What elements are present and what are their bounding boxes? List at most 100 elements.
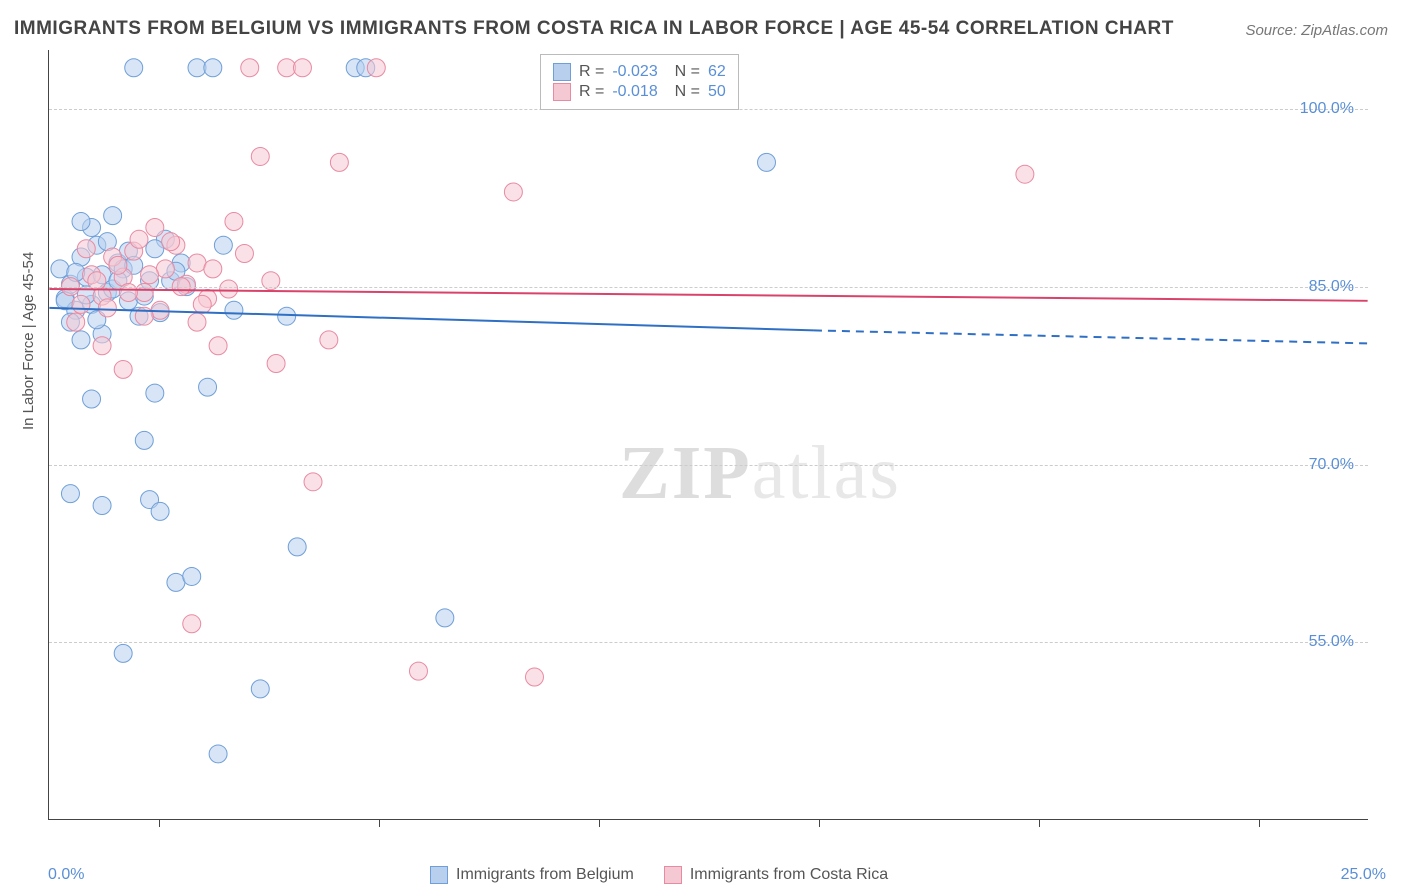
plot-area: ZIPatlas 55.0%70.0%85.0%100.0% (48, 50, 1368, 820)
scatter-point (267, 355, 285, 373)
x-tick (379, 819, 380, 827)
scatter-point (188, 59, 206, 77)
scatter-point (193, 295, 211, 313)
scatter-point (293, 59, 311, 77)
scatter-point (141, 491, 159, 509)
scatter-point (167, 573, 185, 591)
scatter-point (188, 254, 206, 272)
scatter-point (51, 260, 69, 278)
gridline-h (49, 642, 1368, 643)
scatter-point (72, 295, 90, 313)
legend-label-0: Immigrants from Belgium (456, 866, 634, 884)
scatter-point (93, 496, 111, 514)
scatter-point (104, 248, 122, 266)
scatter-point (135, 287, 153, 305)
scatter-point (188, 313, 206, 331)
scatter-point (357, 59, 375, 77)
scatter-point (93, 266, 111, 284)
scatter-point (367, 59, 385, 77)
x-tick (1039, 819, 1040, 827)
scatter-point (436, 609, 454, 627)
scatter-point (72, 331, 90, 349)
scatter-point (330, 153, 348, 171)
legend-n-value-0: 62 (708, 63, 726, 81)
scatter-point (83, 266, 101, 284)
scatter-point (156, 260, 174, 278)
legend-swatch-belgium (430, 866, 448, 884)
scatter-point (162, 233, 180, 251)
legend-r-text: R = (579, 83, 604, 101)
scatter-point (61, 313, 79, 331)
scatter-point (130, 230, 148, 248)
x-tick (1259, 819, 1260, 827)
legend-item-belgium: Immigrants from Belgium (430, 866, 634, 884)
scatter-point (1016, 165, 1034, 183)
scatter-point (146, 218, 164, 236)
scatter-point (77, 268, 95, 286)
trend-line-dashed (814, 330, 1368, 343)
legend-r-value-0: -0.023 (612, 63, 657, 81)
scatter-point (67, 301, 85, 319)
chart-svg (49, 50, 1368, 819)
scatter-point (104, 280, 122, 298)
scatter-point (109, 256, 127, 274)
scatter-point (204, 59, 222, 77)
correlation-legend: R = -0.023 N = 62 R = -0.018 N = 50 (540, 54, 739, 110)
swatch-belgium (553, 63, 571, 81)
trend-line-solid (49, 289, 1367, 301)
scatter-point (304, 473, 322, 491)
scatter-point (141, 266, 159, 284)
scatter-point (67, 313, 85, 331)
scatter-point (104, 207, 122, 225)
source-attribution: Source: ZipAtlas.com (1245, 22, 1388, 39)
scatter-point (151, 502, 169, 520)
scatter-point (167, 236, 185, 254)
scatter-point (77, 240, 95, 258)
scatter-point (183, 615, 201, 633)
scatter-point (251, 147, 269, 165)
scatter-point (88, 311, 106, 329)
legend-n-text: N = (666, 83, 700, 101)
scatter-point (346, 59, 364, 77)
scatter-point (504, 183, 522, 201)
scatter-point (320, 331, 338, 349)
legend-r-value-1: -0.018 (612, 83, 657, 101)
scatter-point (214, 236, 232, 254)
watermark-bold: ZIP (619, 431, 752, 515)
legend-n-text: N = (666, 63, 700, 81)
legend-n-value-1: 50 (708, 83, 726, 101)
scatter-point (83, 218, 101, 236)
legend-r-text: R = (579, 63, 604, 81)
scatter-point (125, 256, 143, 274)
legend-item-costarica: Immigrants from Costa Rica (664, 866, 888, 884)
scatter-point (241, 59, 259, 77)
legend-swatch-costarica (664, 866, 682, 884)
scatter-point (199, 289, 217, 307)
scatter-point (220, 280, 238, 298)
y-axis-label: In Labor Force | Age 45-54 (20, 252, 37, 430)
scatter-point (67, 263, 85, 281)
scatter-point (72, 248, 90, 266)
legend-label-1: Immigrants from Costa Rica (690, 866, 888, 884)
scatter-point (125, 242, 143, 260)
scatter-point (167, 262, 185, 280)
scatter-point (88, 236, 106, 254)
scatter-point (56, 292, 74, 310)
scatter-point (114, 268, 132, 286)
y-tick-label: 100.0% (1300, 100, 1354, 118)
scatter-point (146, 384, 164, 402)
scatter-point (135, 431, 153, 449)
x-axis-min-label: 0.0% (48, 866, 84, 884)
scatter-point (98, 233, 116, 251)
legend-row-costarica: R = -0.018 N = 50 (553, 83, 726, 101)
scatter-point (156, 230, 174, 248)
scatter-point (77, 286, 95, 304)
scatter-point (130, 307, 148, 325)
scatter-point (288, 538, 306, 556)
scatter-point (251, 680, 269, 698)
scatter-point (177, 275, 195, 293)
scatter-point (83, 390, 101, 408)
gridline-h (49, 465, 1368, 466)
watermark: ZIPatlas (619, 430, 901, 517)
scatter-point (93, 325, 111, 343)
